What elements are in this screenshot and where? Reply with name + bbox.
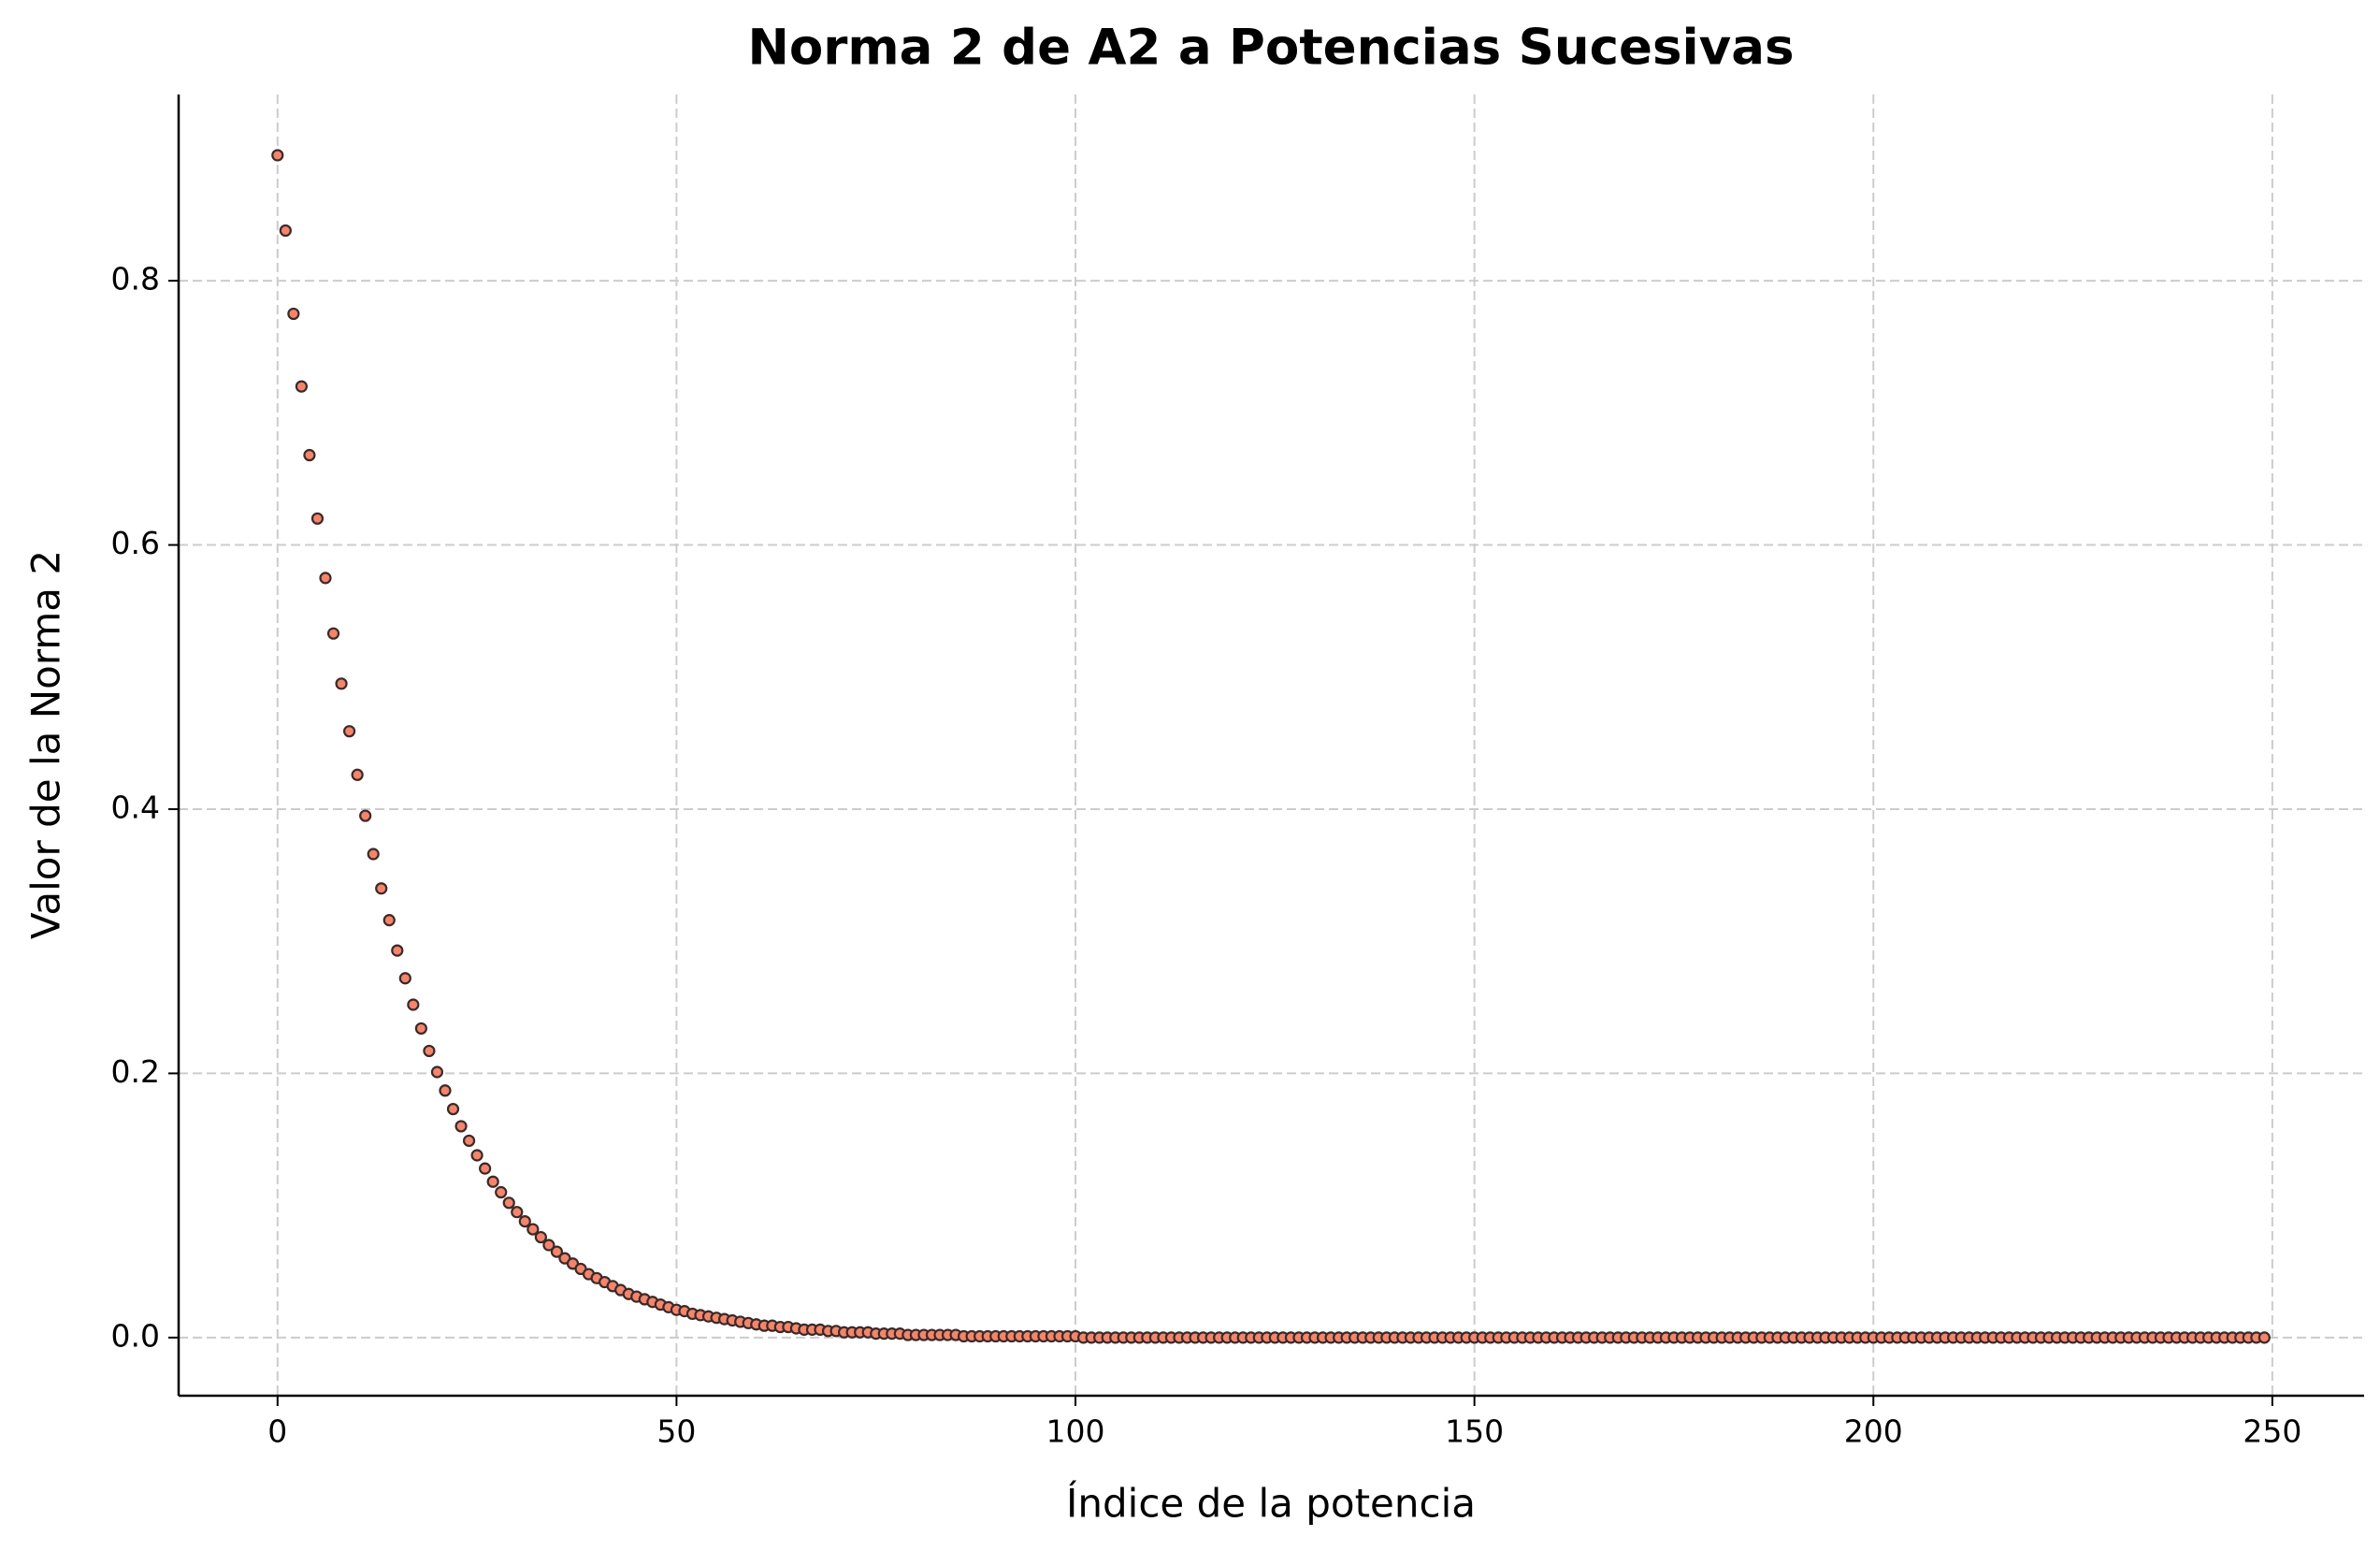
- point: [351, 768, 364, 781]
- point: [279, 224, 292, 238]
- point: [511, 1206, 524, 1219]
- point: [454, 1120, 468, 1133]
- point: [502, 1196, 515, 1210]
- point: [382, 914, 396, 927]
- point: [335, 677, 348, 690]
- point: [486, 1175, 499, 1188]
- x-tick-label: 50: [656, 1413, 696, 1450]
- x-tick-label: 150: [1445, 1413, 1504, 1450]
- chart-title: Norma 2 de A2 a Potencias Sucesivas: [747, 20, 1794, 77]
- point: [430, 1065, 444, 1079]
- point: [526, 1223, 540, 1236]
- point: [534, 1230, 547, 1244]
- point: [367, 848, 380, 861]
- x-tick-label: 250: [2243, 1413, 2301, 1450]
- point: [398, 972, 411, 985]
- y-tick-label: 0.2: [111, 1053, 160, 1090]
- y-tick-label: 0.0: [111, 1317, 160, 1354]
- point: [550, 1245, 564, 1258]
- x-tick-label: 200: [1844, 1413, 1903, 1450]
- point: [326, 627, 340, 640]
- point: [319, 572, 332, 585]
- point: [359, 809, 372, 822]
- y-tick-label: 0.6: [111, 525, 160, 561]
- x-tick-label: 0: [267, 1413, 287, 1450]
- point: [287, 307, 300, 321]
- x-axis-label: Índice de la potencia: [1066, 1480, 1476, 1527]
- point: [295, 380, 308, 393]
- point: [495, 1185, 508, 1199]
- point: [518, 1214, 531, 1228]
- point: [271, 149, 284, 162]
- point: [462, 1134, 476, 1148]
- point: [310, 512, 325, 525]
- point: [414, 1022, 427, 1036]
- point: [391, 944, 404, 957]
- point: [439, 1084, 452, 1097]
- y-tick-label: 0.8: [111, 261, 160, 297]
- y-tick-label: 0.4: [111, 789, 160, 825]
- point: [342, 725, 356, 738]
- point: [479, 1162, 492, 1175]
- point: [407, 998, 420, 1011]
- point: [542, 1239, 555, 1252]
- point: [303, 448, 316, 462]
- point: [423, 1044, 436, 1058]
- point: [446, 1102, 460, 1116]
- point: [2257, 1331, 2271, 1344]
- point: [375, 882, 388, 895]
- y-axis-label: Valor de la Norma 2: [23, 550, 69, 939]
- point: [470, 1149, 483, 1162]
- x-tick-label: 100: [1046, 1413, 1105, 1450]
